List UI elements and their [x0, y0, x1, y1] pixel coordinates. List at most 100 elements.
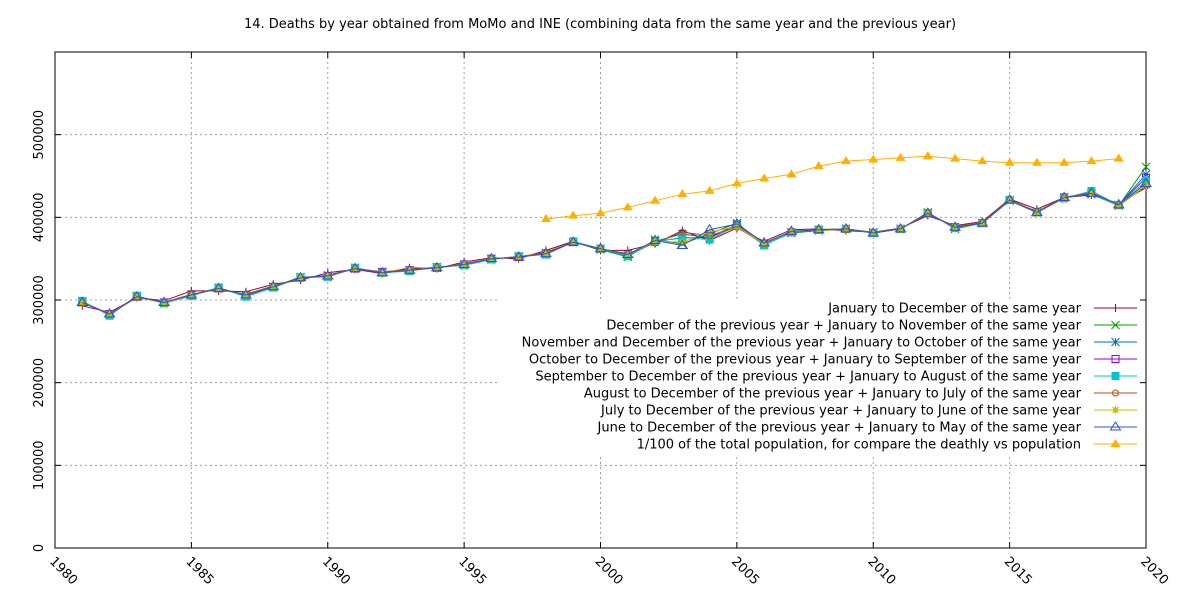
series-line [82, 166, 1147, 316]
data-point [1058, 191, 1071, 201]
data-point [730, 218, 743, 228]
data-point [977, 156, 988, 165]
legend-label: 1/100 of the total population, for compa… [637, 438, 1081, 453]
x-tick-label: 1990 [319, 554, 353, 588]
data-point [894, 222, 907, 233]
series-3 [77, 169, 1151, 319]
data-point [1003, 194, 1016, 204]
data-point [1141, 162, 1151, 172]
data-point [949, 221, 961, 231]
legend-entry: August to December of the previous year … [584, 387, 1137, 402]
data-point [485, 252, 498, 263]
data-point [1142, 176, 1150, 185]
data-point [650, 195, 661, 204]
series-line [82, 183, 1147, 315]
plot-frame [54, 51, 1147, 549]
data-point [349, 262, 361, 273]
series-4 [78, 173, 1150, 319]
legend-marker-rays [1111, 406, 1120, 414]
legend-label: September to December of the previous ye… [535, 370, 1081, 385]
y-tick-label: 500000 [32, 110, 47, 160]
data-point [212, 282, 225, 292]
data-point [922, 151, 933, 160]
y-tick-label: 300000 [32, 275, 47, 325]
y-tick-label: 200000 [32, 358, 47, 408]
data-point [567, 236, 580, 246]
data-point [921, 207, 934, 217]
data-point [785, 225, 798, 235]
legend-entry: June to December of the previous year + … [597, 421, 1137, 436]
legend-marker [1111, 355, 1120, 363]
data-point [678, 228, 686, 236]
series-8 [76, 177, 1152, 318]
chart-title: 14. Deaths by year obtained from MoMo an… [243, 17, 957, 32]
data-point [1085, 187, 1098, 197]
data-point [786, 169, 797, 178]
data-point [103, 308, 116, 318]
data-point-rays [1142, 181, 1150, 190]
data-point [677, 189, 688, 198]
legend-entry: 1/100 of the total population, for compa… [637, 438, 1137, 453]
x-tick-label: 2005 [728, 554, 762, 588]
legend-marker [1112, 389, 1119, 397]
data-point [813, 161, 824, 170]
axes [54, 51, 1147, 549]
legend-marker [1111, 337, 1120, 347]
legend-label: January to December of the same year [827, 302, 1081, 317]
data-point [868, 154, 879, 163]
data-point-rays [160, 299, 169, 308]
data-point [840, 222, 852, 233]
legend-entry: November and December of the previous ye… [522, 336, 1137, 351]
data-point [622, 202, 633, 211]
data-point [1059, 157, 1070, 166]
data-point [76, 296, 89, 306]
x-tick-label: 2000 [592, 554, 626, 588]
data-point [621, 248, 634, 259]
data-point [1140, 177, 1152, 187]
data-point [540, 247, 552, 258]
data-point [1112, 198, 1125, 209]
legend-label: October to December of the previous year… [529, 353, 1082, 368]
data-point [595, 208, 606, 217]
data-point [267, 280, 280, 291]
data-point [594, 242, 607, 253]
data-point [950, 153, 961, 162]
data-point [1031, 157, 1042, 166]
data-point [812, 223, 825, 234]
data-point [130, 290, 143, 301]
y-tick-label: 400000 [32, 193, 47, 243]
y-tick-label: 100000 [32, 441, 47, 491]
series-7 [78, 181, 1150, 319]
series-2 [77, 162, 1151, 320]
legend-label: November and December of the previous ye… [522, 336, 1082, 351]
data-point [512, 251, 525, 261]
x-tick-label: 1980 [46, 554, 80, 588]
data-point [1030, 206, 1043, 216]
data-point [240, 289, 252, 299]
data-point [678, 233, 687, 242]
x-tick-label: 2020 [1137, 554, 1171, 588]
data-point [731, 178, 742, 187]
legend-label: December of the previous year + January … [606, 319, 1081, 334]
data-point-rays [760, 239, 769, 248]
series-line [82, 187, 1147, 313]
data-point [321, 270, 334, 280]
data-point [403, 264, 416, 274]
series-line [545, 155, 1119, 220]
data-point-rays [78, 298, 87, 307]
x-tick-label: 1985 [183, 554, 217, 588]
y-tick-label: 0 [32, 544, 47, 552]
data-point [1004, 157, 1015, 166]
data-point [976, 217, 989, 227]
series-5 [78, 176, 1150, 320]
data-point [759, 173, 770, 182]
data-point [540, 213, 551, 222]
data-point-rays [1114, 201, 1123, 210]
legend-entry: September to December of the previous ye… [535, 370, 1137, 385]
data-point [185, 289, 198, 299]
legend-entry: July to December of the previous year + … [600, 404, 1137, 419]
data-point [294, 271, 307, 282]
legend: January to December of the same year Dece… [522, 302, 1137, 453]
data-point [705, 235, 714, 244]
